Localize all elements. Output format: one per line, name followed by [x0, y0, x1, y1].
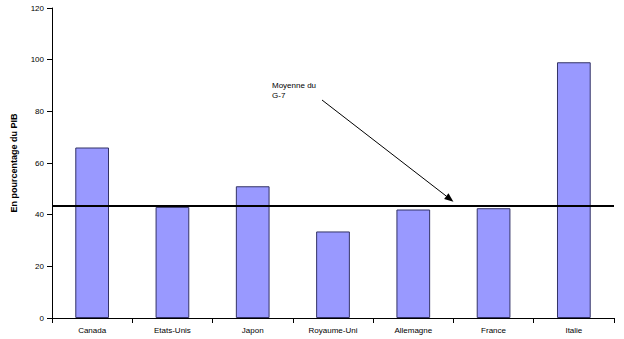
svg-text:20: 20: [35, 262, 44, 271]
svg-text:Italie: Italie: [565, 326, 582, 335]
svg-text:Allemagne: Allemagne: [394, 326, 432, 335]
svg-text:Etats-Unis: Etats-Unis: [154, 326, 191, 335]
svg-text:G-7: G-7: [272, 91, 286, 100]
svg-text:Moyenne du: Moyenne du: [272, 81, 318, 90]
svg-text:120: 120: [31, 4, 45, 13]
svg-text:100: 100: [31, 55, 45, 64]
svg-text:Canada: Canada: [78, 326, 107, 335]
svg-text:France: France: [481, 326, 506, 335]
svg-text:Royaume-Uni: Royaume-Uni: [309, 326, 358, 335]
svg-text:40: 40: [35, 210, 44, 219]
svg-text:En pourcentage du PIB: En pourcentage du PIB: [9, 113, 19, 213]
svg-text:60: 60: [35, 159, 44, 168]
svg-text:0: 0: [40, 314, 45, 323]
svg-text:Japon: Japon: [242, 326, 264, 335]
svg-text:80: 80: [35, 107, 44, 116]
